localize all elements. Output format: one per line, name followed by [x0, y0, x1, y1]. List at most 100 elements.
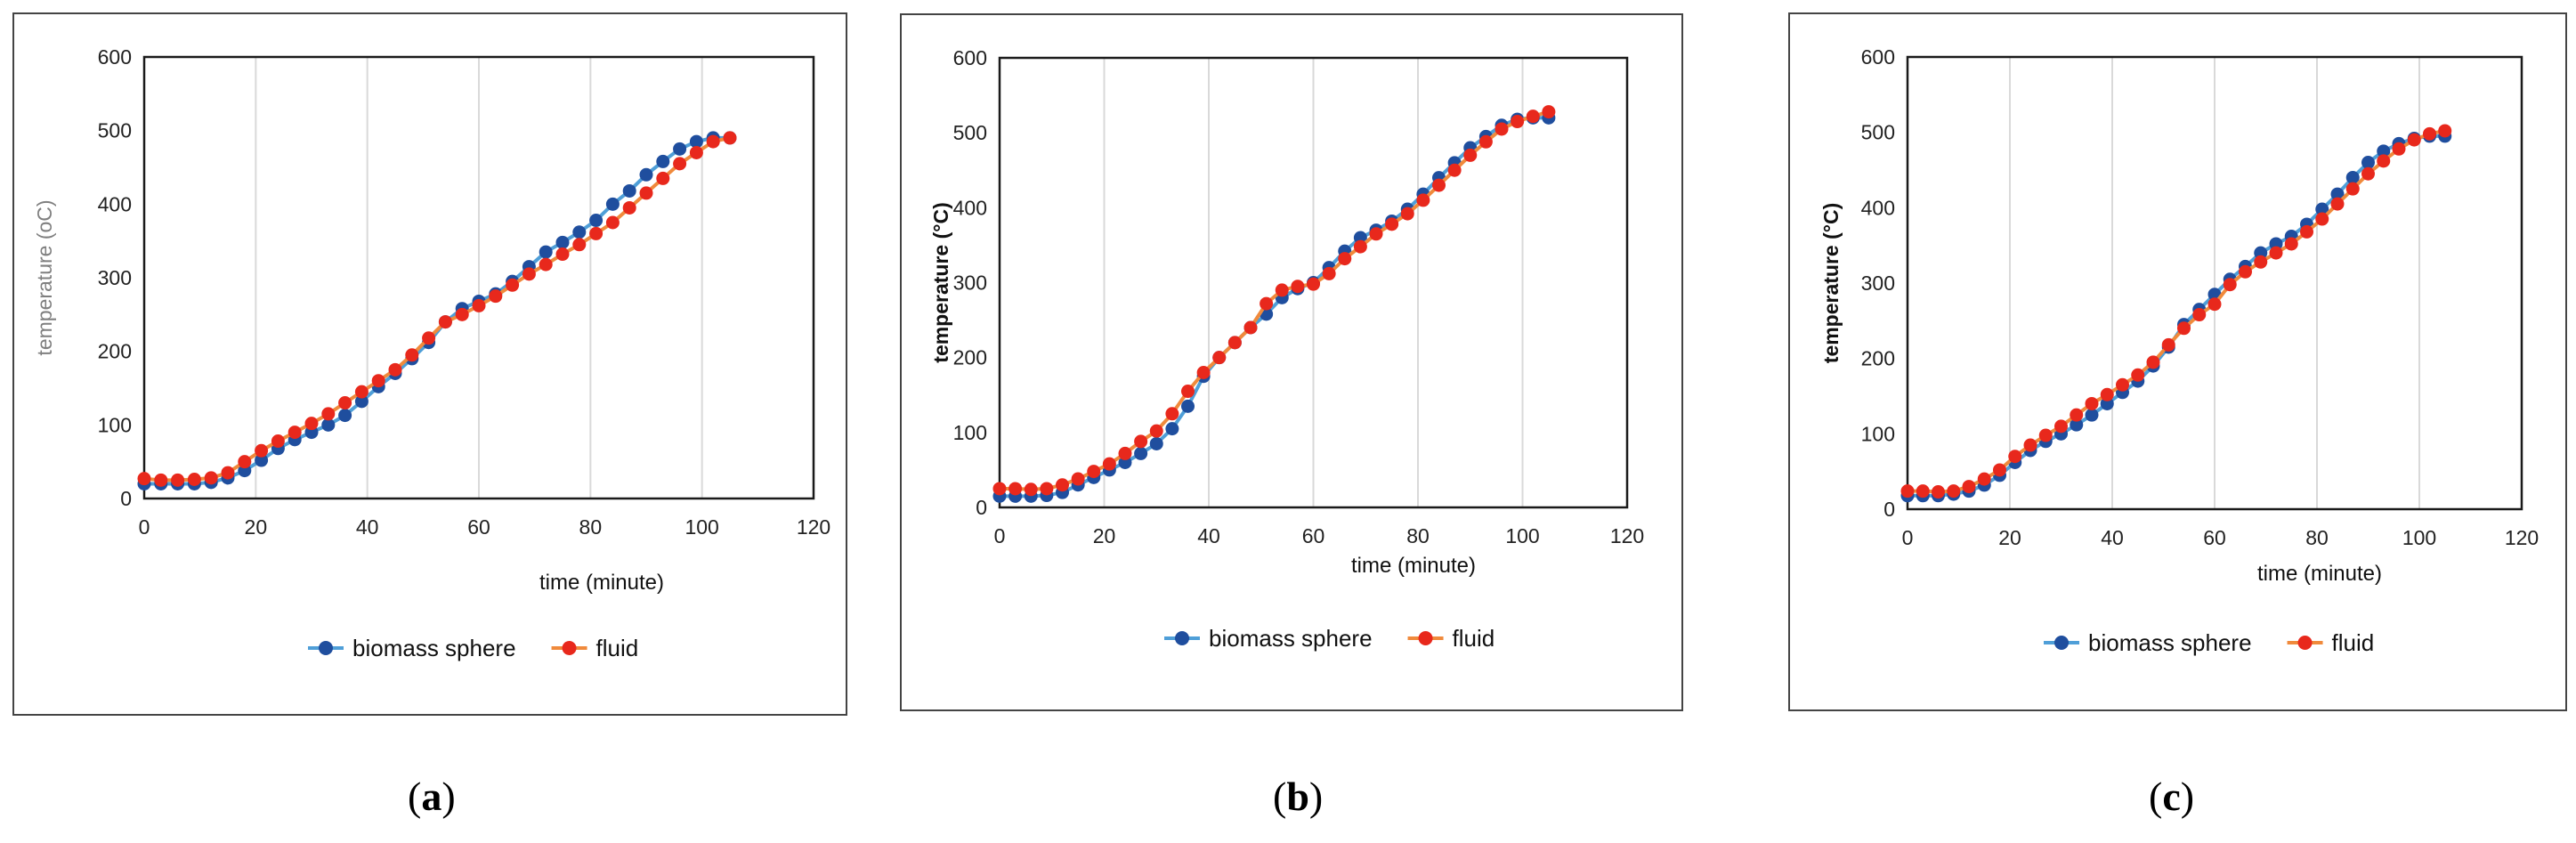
chart-a-point-fluid	[673, 157, 687, 171]
chart-a-ytick-label: 300	[98, 266, 132, 289]
chart-b-xtick-label: 0	[994, 524, 1006, 547]
chart-a-point-fluid	[605, 215, 620, 230]
chart-a-point-fluid	[271, 434, 285, 449]
chart-b-ytick-label: 100	[953, 421, 987, 444]
chart-b-point-fluid	[1118, 446, 1132, 460]
chart-c-point-fluid	[2192, 308, 2207, 322]
chart-c-point-fluid	[2361, 166, 2375, 181]
chart-b-point-fluid	[1149, 424, 1163, 438]
chart-b-ytick-label: 300	[953, 272, 987, 295]
chart-b-point-fluid	[1102, 457, 1116, 471]
chart-c-ytick-label: 300	[1861, 272, 1895, 295]
chart-c-ytick-label: 500	[1861, 121, 1895, 144]
chart-a-point-biomass-sphere	[656, 154, 670, 168]
chart-c-xlabel: time (minute)	[2257, 562, 2382, 586]
chart-a-point-fluid	[388, 362, 402, 377]
chart-b-point-fluid	[1369, 227, 1383, 241]
chart-a-point-biomass-sphere	[639, 167, 653, 182]
chart-c-point-fluid	[2284, 237, 2298, 251]
chart-b-point-fluid	[1134, 434, 1148, 449]
chart-a-plot-frame	[142, 55, 815, 500]
caption-b: (b)	[1273, 774, 1324, 819]
chart-b-point-fluid	[1087, 465, 1101, 479]
chart-c-xtick-label: 120	[2505, 526, 2539, 549]
chart-c-point-fluid	[2085, 396, 2099, 410]
chart-c-ytick-label: 0	[1883, 498, 1895, 521]
chart-b-point-fluid	[1181, 385, 1195, 399]
chart-a-point-fluid	[405, 348, 419, 362]
chart-b-point-fluid	[1227, 336, 1242, 350]
chart-b-ylabel: temperature (°C)	[929, 202, 952, 362]
chart-a-point-fluid	[221, 466, 235, 480]
chart-b-point-fluid	[1400, 207, 1414, 221]
chart-c-point-fluid	[2146, 355, 2160, 369]
chart-b-point-fluid	[1447, 163, 1462, 177]
chart-c-point-fluid	[2423, 126, 2436, 141]
caption-a: (a)	[408, 774, 456, 819]
chart-a-ytick-label: 400	[98, 192, 132, 215]
chart-b-xlabel: time (minute)	[1351, 554, 1476, 578]
chart-a-ytick-label: 500	[98, 119, 132, 142]
chart-b-ytick-label: 200	[953, 346, 987, 369]
chart-b-xtick-label: 80	[1406, 524, 1430, 547]
chart-b-legend-label-fluid: fluid	[1453, 625, 1495, 652]
chart-a-point-fluid	[572, 238, 587, 252]
chart-c-ytick-label: 200	[1861, 347, 1895, 370]
chart-c-point-fluid	[2070, 408, 2084, 422]
chart-a-point-fluid	[723, 131, 737, 145]
chart-c-point-fluid	[2438, 124, 2452, 138]
chart-b-ytick-label: 400	[953, 196, 987, 219]
chart-a-ytick-label: 600	[98, 45, 132, 69]
chart-b-point-fluid	[1024, 482, 1038, 497]
chart-c-ytick-label: 100	[1861, 422, 1895, 445]
chart-c-point-fluid	[2239, 264, 2252, 279]
caption-a-letter: a	[421, 774, 442, 819]
chart-a-point-biomass-sphere	[555, 235, 570, 249]
chart-a-point-fluid	[438, 315, 452, 329]
chart-c-point-fluid	[1962, 480, 1976, 494]
chart-a-point-fluid	[154, 473, 168, 487]
chart-c-ytick-label: 400	[1861, 196, 1895, 219]
chart-a-xtick-label: 80	[579, 515, 603, 539]
chart-a-point-fluid	[622, 200, 636, 215]
chart-c-point-fluid	[2100, 387, 2114, 401]
chart-a-point-fluid	[589, 226, 603, 240]
chart-c-point-biomass-sphere	[2330, 187, 2345, 201]
chart-c-xtick-label: 20	[1998, 526, 2021, 549]
chart-c-point-fluid	[2377, 154, 2391, 168]
chart-b-plot-frame	[998, 56, 1629, 509]
chart-a-legend-marker-biomass-sphere	[319, 641, 333, 655]
chart-c-point-biomass-sphere	[2315, 202, 2329, 216]
chart-c-point-fluid	[1916, 484, 1930, 499]
caption-c-letter: c	[2162, 774, 2181, 819]
chart-b-point-fluid	[1212, 351, 1227, 365]
chart-a-point-fluid	[455, 307, 469, 321]
chart-c-svg: 0 100 200 300 400 500 600 0 20 40 60 80 100 120 temper…	[1819, 45, 2539, 656]
chart-b-point-fluid	[1196, 366, 1211, 379]
chart-c-point-fluid	[2023, 438, 2037, 452]
chart-b-point-fluid	[1542, 105, 1556, 119]
chart-b-xtick-label: 40	[1197, 524, 1220, 547]
chart-b-point-fluid	[1260, 296, 1274, 311]
chart-panel-b: 0 100 200 300 400 500 600 0 20 40 60 80 100 120 temper…	[900, 13, 1683, 711]
chart-c-point-fluid	[1947, 484, 1961, 499]
chart-b-point-biomass-sphere	[1149, 436, 1163, 450]
chart-a-point-fluid	[706, 134, 720, 149]
chart-a-point-biomass-sphere	[689, 134, 703, 149]
chart-a-point-fluid	[288, 426, 302, 440]
chart-c-xtick-label: 100	[2402, 526, 2436, 549]
chart-c-point-fluid	[2223, 278, 2237, 292]
chart-c-xtick-label: 0	[1902, 526, 1914, 549]
chart-a-point-fluid	[506, 278, 520, 292]
chart-c-point-fluid	[2177, 321, 2191, 336]
chart-a-ytick-label: 200	[98, 340, 132, 363]
chart-a-point-biomass-sphere	[589, 214, 603, 228]
chart-a-point-biomass-sphere	[605, 197, 620, 211]
chart-panel-c: 0 100 200 300 400 500 600 0 20 40 60 80 100 120 temper…	[1788, 12, 2567, 711]
chart-a-point-fluid	[539, 257, 553, 272]
chart-a-xlabel: time (minute)	[539, 571, 664, 595]
chart-c-legend-label-fluid: fluid	[2332, 629, 2375, 656]
chart-a-point-fluid	[238, 455, 252, 469]
chart-b-point-fluid	[1478, 134, 1493, 149]
chart-c-legend-label-biomass-sphere: biomass sphere	[2088, 629, 2252, 656]
